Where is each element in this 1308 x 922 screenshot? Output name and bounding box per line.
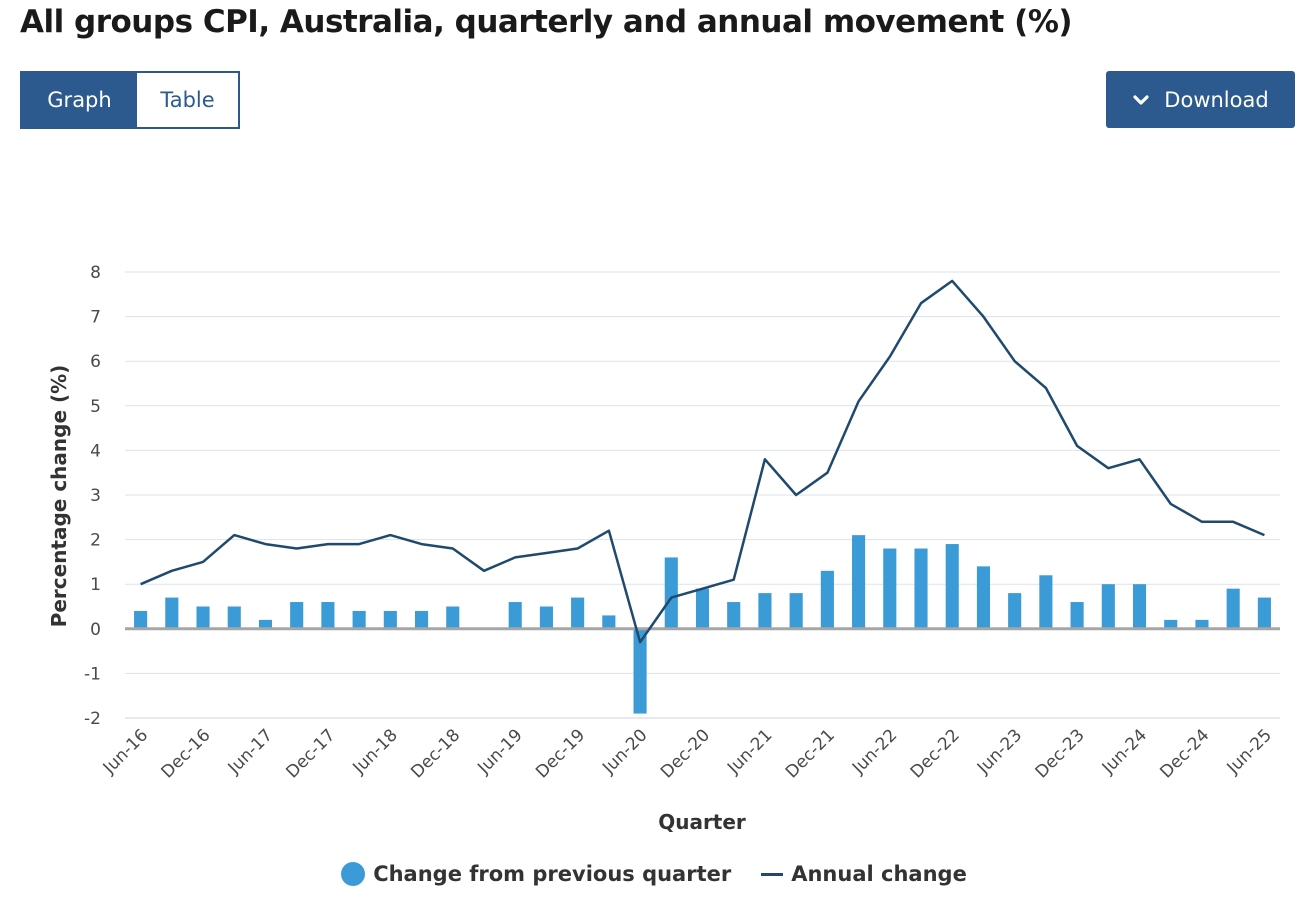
x-tick-label: Jun-19 [473,725,526,778]
annual-change-line [140,279,1265,644]
legend-swatch-bar [341,862,366,886]
x-tick-label: Dec-17 [282,725,339,782]
y-tick-label: 5 [90,397,101,417]
bar [883,548,897,629]
x-tick-label: Jun-21 [723,725,776,778]
bar [196,606,210,629]
x-tick-label: Jun-18 [349,725,402,778]
bar [383,610,397,629]
bar [1039,575,1053,629]
bar [695,588,710,629]
gridlines [125,271,1280,719]
x-tick-label: Dec-19 [532,725,589,782]
bar [758,593,772,629]
x-tick-label: Jun-17 [224,725,277,778]
bar [852,535,866,629]
x-tick-label: Jun-20 [598,725,651,778]
x-tick-label: Jun-25 [1223,725,1276,778]
y-tick-label: 2 [90,531,101,551]
x-tick-label: Jun-23 [973,725,1026,778]
bar [134,610,148,629]
bar [664,557,678,629]
y-tick-label: 7 [90,308,101,328]
bar [945,544,959,629]
view-toggle: Graph Table [20,71,240,129]
bar [1132,584,1147,629]
x-tick-label: Dec-21 [782,725,839,782]
y-tick-label: -1 [84,664,101,684]
y-axis-title: Percentage change (%) [47,365,71,628]
bar [571,597,585,629]
bar [727,602,741,629]
y-axis-ticks: -2 -1 0 1 2 3 4 5 6 7 8 [84,263,101,729]
x-tick-label: Dec-24 [1156,725,1213,782]
x-tick-label: Dec-23 [1032,725,1089,782]
bar [414,610,429,629]
legend-label-annual: Annual change [791,862,967,886]
y-tick-label: 6 [90,352,101,372]
y-tick-label: 0 [90,620,101,640]
legend-item-annual[interactable]: Annual change [761,862,967,886]
graph-tab[interactable]: Graph [22,73,137,127]
download-button[interactable]: Download [1106,71,1295,128]
quarterly-bars [134,535,1271,714]
bar [633,628,647,714]
bar [1101,584,1115,629]
download-label: Download [1164,87,1269,112]
legend-swatch-line [761,872,784,876]
bar [539,606,553,629]
bar [1008,593,1022,629]
bar [290,602,304,629]
bar [1226,588,1240,629]
chart-legend: Change from previous quarter Annual chan… [0,862,1308,886]
x-tick-label: Dec-20 [657,725,714,782]
y-tick-label: 8 [90,263,101,283]
bar [820,570,834,629]
bar [165,597,179,629]
bar [914,548,928,629]
legend-label-quarterly: Change from previous quarter [373,862,732,886]
bar [1164,619,1178,629]
x-tick-label: Jun-16 [99,725,152,778]
bar [976,566,991,629]
bar [1257,597,1271,629]
bar [789,593,803,629]
bar [1070,602,1084,629]
table-tab[interactable]: Table [137,73,238,127]
y-tick-label: 3 [90,486,101,506]
bar [508,602,522,629]
y-tick-label: 1 [90,575,101,595]
bar [321,602,335,629]
legend-item-quarterly[interactable]: Change from previous quarter [341,862,731,886]
bar [1195,619,1209,629]
x-tick-label: Jun-24 [1098,725,1151,778]
x-tick-label: Dec-22 [907,725,964,782]
annual-line [140,279,1265,644]
page-title: All groups CPI, Australia, quarterly and… [20,4,1073,40]
x-axis-ticks: Jun-16 Dec-16 Jun-17 Dec-17 Jun-18 Dec-18 Jun-… [99,725,1276,782]
bar [602,615,616,629]
bar [258,619,273,629]
y-tick-label: 4 [90,441,101,461]
x-tick-label: Jun-22 [848,725,901,778]
bar [227,606,241,629]
chevron-down-icon [1133,94,1149,105]
x-tick-label: Dec-16 [158,725,215,782]
bar [352,610,366,629]
bar [446,606,460,629]
x-axis-title: Quarter [658,810,746,834]
x-tick-label: Dec-18 [407,725,464,782]
y-tick-label: -2 [84,709,101,729]
